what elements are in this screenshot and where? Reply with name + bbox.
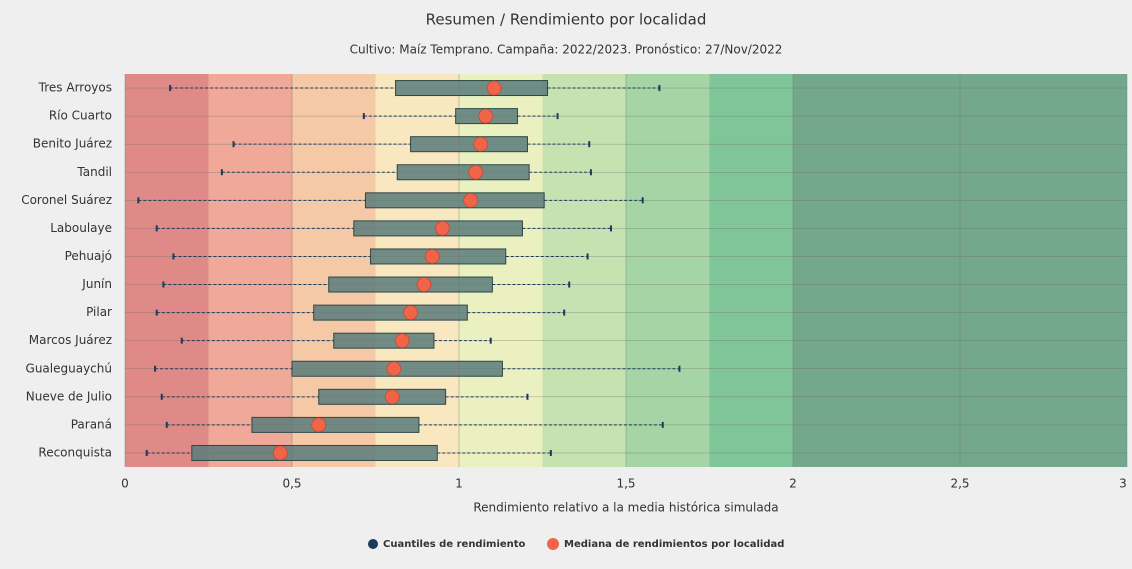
median-marker [272,445,288,461]
y-tick-label: Coronel Suárez [21,193,112,207]
x-tick-label: 2 [789,477,797,491]
median-marker [473,136,489,152]
background-band [542,74,626,467]
y-tick-label: Pilar [86,305,112,319]
x-tick-label: 3 [1119,477,1127,491]
box [364,192,545,209]
y-tick-label: Gualeguaychú [26,361,112,375]
median-marker [434,220,450,236]
legend-label: Cuantiles de rendimiento [383,539,526,550]
background-band [208,74,292,467]
box [328,276,493,293]
y-tick-label: Tandil [76,165,112,179]
median-marker [463,192,479,208]
y-tick-label: Benito Juárez [33,137,112,151]
y-tick-label: Paraná [71,417,112,431]
median-marker [468,164,484,180]
box [333,332,435,349]
median-marker [311,417,327,433]
median-marker [478,108,494,124]
median-marker [486,80,502,96]
chart-title: Resumen / Rendimiento por localidad [426,11,707,29]
y-tick-label: Pehuajó [65,249,112,263]
background-band [459,74,543,467]
y-tick-label: Reconquista [38,445,112,459]
legend-label: Mediana de rendimientos por localidad [564,539,784,550]
box [410,136,528,153]
x-axis-label: Rendimiento relativo a la media históric… [473,501,778,515]
y-tick-label: Nueve de Julio [26,389,112,403]
background-band [709,74,793,467]
box [313,304,468,321]
median-marker [386,361,402,377]
x-tick-label: 1 [455,477,463,491]
chart-subtitle: Cultivo: Maíz Temprano. Campaña: 2022/20… [350,43,783,57]
x-tick-label: 0 [121,477,129,491]
y-tick-label: Tres Arroyos [38,81,112,95]
background-band [626,74,710,467]
legend-swatch [368,539,378,549]
box [396,164,530,181]
median-marker [424,249,440,264]
box [251,416,420,433]
median-marker [416,277,432,292]
background-band [125,74,209,467]
legend-swatch [547,538,559,550]
median-marker [403,305,418,321]
x-tick-label: 0,5 [282,477,301,491]
y-tick-label: Marcos Juárez [29,333,112,347]
x-tick-label: 1,5 [616,477,635,491]
background-band [292,74,376,467]
y-tick-label: Río Cuarto [49,109,112,123]
box [191,444,438,461]
x-tick-label: 2,5 [950,477,969,491]
median-marker [384,389,400,405]
y-tick-label: Junín [81,277,112,291]
box [318,388,447,405]
background-band [375,74,459,467]
y-tick-label: Laboulaye [50,221,112,235]
box [395,80,549,97]
median-marker [394,333,410,349]
